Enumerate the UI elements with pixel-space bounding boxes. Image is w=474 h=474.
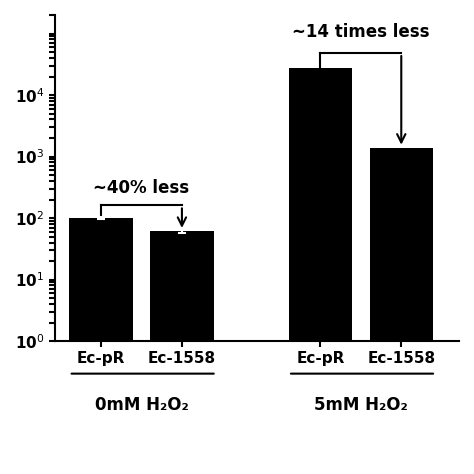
Bar [150,231,214,474]
Bar [289,67,352,474]
Text: ~14 times less: ~14 times less [292,23,429,41]
Bar [69,218,133,474]
Text: 0mM H₂O₂: 0mM H₂O₂ [95,396,188,414]
Text: 5mM H₂O₂: 5mM H₂O₂ [314,396,408,414]
Bar [370,147,433,474]
Text: ~40% less: ~40% less [93,180,190,198]
